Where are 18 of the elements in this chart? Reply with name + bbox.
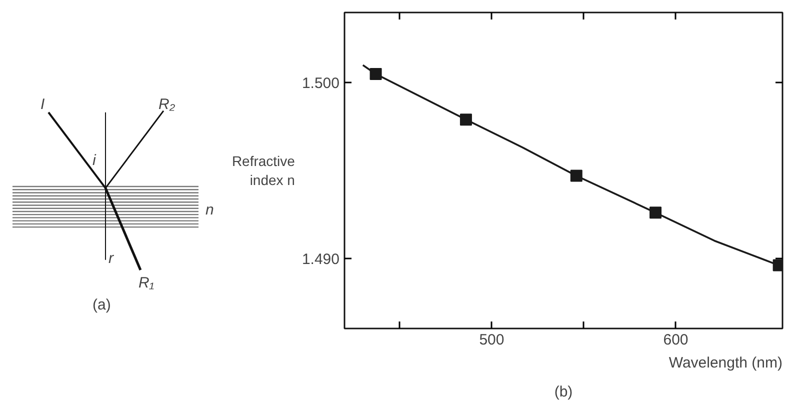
text: I — [40, 96, 45, 114]
x-tick-label: 500 — [479, 332, 504, 348]
text: i — [92, 152, 96, 170]
text: r — [108, 250, 114, 267]
x-axis-title: Wavelength (nm) — [668, 354, 783, 372]
point — [460, 114, 472, 126]
point — [370, 68, 382, 80]
y-tick-label: 1.500 — [302, 75, 340, 92]
text: (a) — [92, 296, 111, 314]
point — [570, 170, 582, 182]
y-tick-label: 1.490 — [302, 250, 340, 268]
text: R₂ — [158, 96, 176, 114]
text: n — [206, 201, 214, 218]
text: R₁ — [138, 274, 154, 292]
point — [650, 206, 662, 219]
y-axis-title: Refractive index n — [232, 152, 296, 188]
text: (b) — [554, 384, 573, 400]
x-tick-label: 600 — [663, 332, 688, 348]
